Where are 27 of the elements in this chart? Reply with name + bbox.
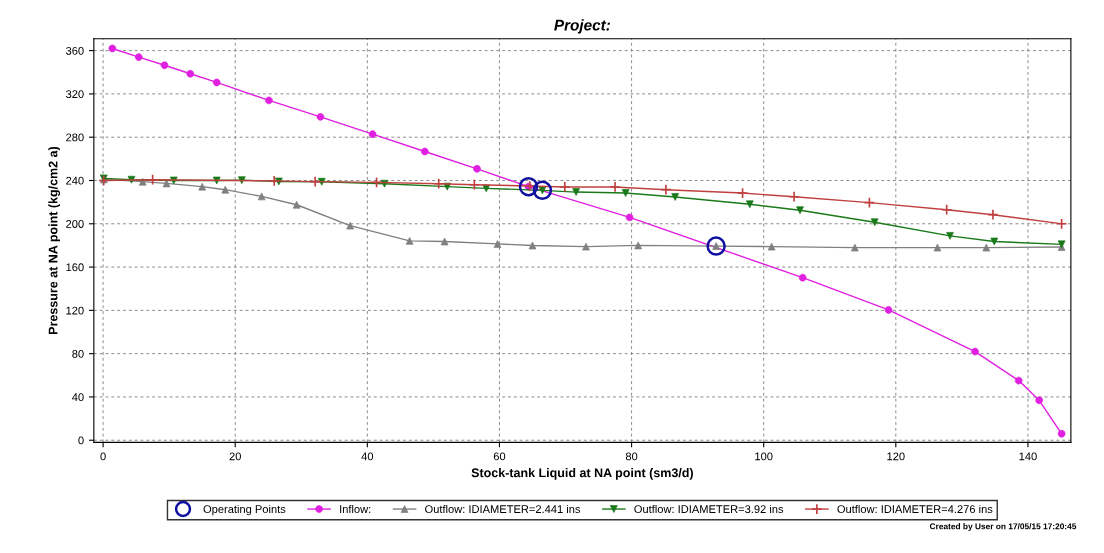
y-tick-label: 0	[78, 436, 84, 445]
x-tick-label: 0	[100, 452, 106, 461]
legend-label: Operating Points	[203, 504, 286, 516]
x-tick-label: 60	[493, 452, 506, 461]
x-tick-label: 120	[887, 452, 905, 461]
legend-label: Outflow: IDIAMETER=4.276 ins	[837, 504, 993, 514]
y-tick-label: 120	[66, 306, 84, 315]
y-tick-label: 240	[66, 176, 84, 185]
legend-label: Outflow: IDIAMETER=2.441 ins	[425, 504, 581, 514]
x-tick-label: 20	[229, 452, 241, 461]
x-tick-label: 40	[361, 452, 374, 461]
y-tick-label: 200	[66, 220, 84, 228]
chart-title: Project:	[554, 19, 611, 34]
y-tick-label: 40	[72, 393, 84, 402]
y-tick-label: 160	[66, 263, 84, 272]
y-axis-title: Pressure at NA point (kg/cm2 a)	[48, 146, 61, 334]
y-tick-label: 280	[66, 133, 84, 142]
x-tick-label: 140	[1019, 452, 1037, 461]
x-tick-label: 100	[755, 452, 773, 461]
x-tick-label: 80	[625, 452, 638, 461]
legend-label: Inflow:	[340, 504, 371, 514]
text: Created by User on 17/05/15 17:20:45	[929, 523, 1077, 531]
x-axis-title: Stock-tank Liquid at NA point (sm3/d)	[471, 468, 693, 480]
y-tick-label: 80	[72, 349, 84, 358]
legend-label: Outflow: IDIAMETER=3.92 ins	[634, 504, 784, 514]
y-tick-label: 320	[66, 90, 84, 99]
y-tick-label: 360	[66, 46, 84, 55]
